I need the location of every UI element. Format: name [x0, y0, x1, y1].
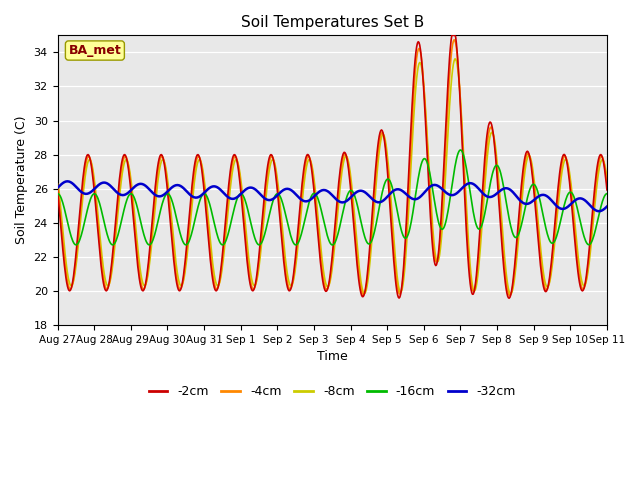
X-axis label: Time: Time	[317, 350, 348, 363]
Title: Soil Temperatures Set B: Soil Temperatures Set B	[241, 15, 424, 30]
Text: BA_met: BA_met	[68, 44, 121, 57]
Legend: -2cm, -4cm, -8cm, -16cm, -32cm: -2cm, -4cm, -8cm, -16cm, -32cm	[143, 380, 521, 403]
Y-axis label: Soil Temperature (C): Soil Temperature (C)	[15, 116, 28, 244]
